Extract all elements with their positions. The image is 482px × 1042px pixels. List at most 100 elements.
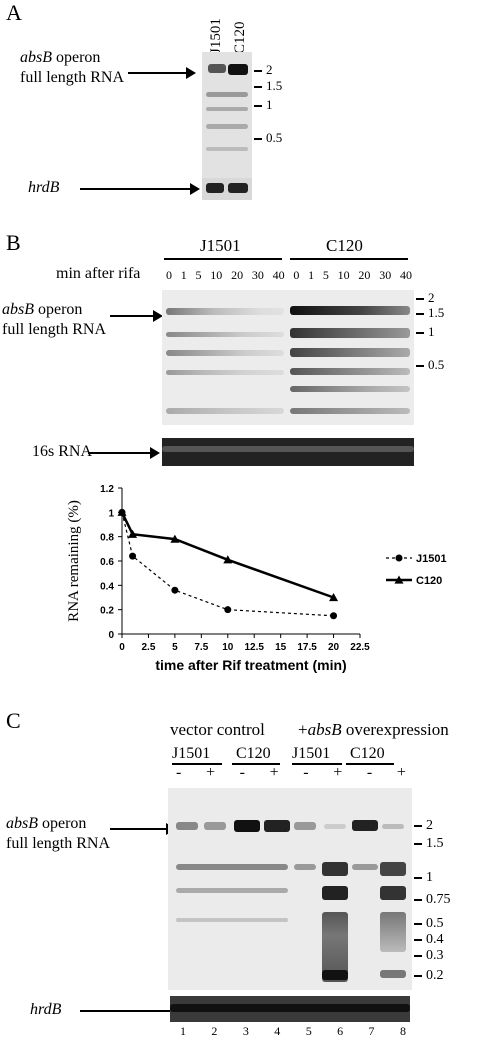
y-tick-label-4: 0.8 xyxy=(100,533,114,544)
operon-label-b: absB operon full length RNA xyxy=(2,301,106,338)
series-line-J1501 xyxy=(121,512,334,617)
lane-number-4: 4 xyxy=(274,1024,281,1038)
strain-b-j1501: J1501 xyxy=(200,236,241,255)
arrow-c-line xyxy=(110,828,168,830)
arrow-b2-head xyxy=(150,447,160,459)
control-label-a: hrdB xyxy=(28,179,60,196)
arrow-b-head xyxy=(153,310,163,322)
lane-number-8: 8 xyxy=(399,1024,406,1038)
control-label-b: 16s RNA xyxy=(32,443,93,460)
legend-marker-C120 xyxy=(394,575,404,584)
arrow-a-line xyxy=(128,72,188,74)
series-line-C120 xyxy=(120,511,335,599)
time-b-0: 0 xyxy=(166,268,172,282)
legend-marker-J1501 xyxy=(395,554,403,562)
marker-c-2: 2 xyxy=(414,818,433,834)
sign-c-4: + xyxy=(269,764,279,781)
group-vector-control: vector control xyxy=(170,720,265,739)
marker-c-1-5: 1.5 xyxy=(414,836,444,852)
x-tick-label-3: 7.5 xyxy=(194,642,208,653)
x-axis-title: time after Rif treatment (min) xyxy=(155,657,346,673)
underline-c-2 xyxy=(232,763,280,765)
marker-b-1: 1 xyxy=(416,324,435,340)
marker-a-1: 1 xyxy=(254,97,273,113)
point-C120-3 xyxy=(223,555,233,564)
marker-a-1-5: 1.5 xyxy=(254,78,282,94)
strain-c-1: J1501 xyxy=(172,745,211,762)
y-tick-label-0: 0 xyxy=(108,630,114,641)
time-b-1: 1 xyxy=(180,268,187,282)
marker-b-1-5: 1.5 xyxy=(416,305,444,321)
marker-c-0-2: 0.2 xyxy=(414,968,444,984)
blot-c xyxy=(168,788,412,990)
underline-c-4 xyxy=(346,763,394,765)
time-b-8: 1 xyxy=(308,268,315,282)
point-J1501-2 xyxy=(171,586,179,594)
sign-c-6: + xyxy=(333,764,343,781)
legend-label-C120: C120 xyxy=(416,575,442,587)
arrow-c2-line xyxy=(80,1010,172,1012)
y-axis-title: RNA remaining (%) xyxy=(66,500,82,622)
lane-number-3: 3 xyxy=(242,1024,249,1038)
lane-number-7: 7 xyxy=(368,1024,375,1038)
x-tick-label-1: 2.5 xyxy=(141,642,155,653)
arrow-a2-head xyxy=(190,183,200,195)
group-overexpression: +absB overexpression xyxy=(298,720,449,739)
blot-a-control xyxy=(202,178,252,200)
time-b-7: 0 xyxy=(293,268,300,282)
sign-c-3: - xyxy=(239,764,245,781)
marker-a-0-5: 0.5 xyxy=(254,130,282,146)
lane-number-2: 2 xyxy=(211,1024,218,1038)
x-tick-label-8: 20 xyxy=(328,642,340,653)
sign-c-5: - xyxy=(303,764,309,781)
sign-row-c: - + - + - + - + xyxy=(176,764,406,782)
y-tick-label-6: 1.2 xyxy=(100,484,114,495)
point-C120-4 xyxy=(329,593,339,602)
x-tick-label-7: 17.5 xyxy=(297,642,317,653)
sign-c-7: - xyxy=(366,764,373,781)
panel-b-letter: B xyxy=(6,230,21,255)
lane-number-row-c: 1 2 3 4 5 6 7 8 xyxy=(180,1024,406,1039)
blot-a xyxy=(202,52,252,180)
panel-a-letter: A xyxy=(6,0,22,25)
time-b-9: 5 xyxy=(322,268,329,282)
strain-c-2: C120 xyxy=(236,745,271,762)
time-b-13: 40 xyxy=(399,268,412,282)
point-C120-1 xyxy=(128,529,138,538)
rna-decay-chart: 0 0.2 0.4 0.6 0.8 1 1.2 0 2.5 5 7.5 10 12.5 15 17.5 20 2… xyxy=(66,484,447,673)
underline-b-c120 xyxy=(290,258,408,260)
marker-c-0-5: 0.5 xyxy=(414,916,444,932)
sign-c-2: + xyxy=(205,764,215,781)
x-tick-label-6: 15 xyxy=(275,642,287,653)
time-b-6: 40 xyxy=(272,268,285,282)
time-row-b: 0 1 5 10 20 30 40 0 1 5 10 20 30 40 xyxy=(166,268,412,283)
time-b-10: 10 xyxy=(337,268,350,282)
point-C120-0 xyxy=(117,507,127,516)
point-J1501-4 xyxy=(330,612,338,620)
x-tick-label-2: 5 xyxy=(172,642,178,653)
marker-c-0-4: 0.4 xyxy=(414,932,444,948)
operon-label-c: absB operon full length RNA xyxy=(6,815,110,852)
arrow-a2-line xyxy=(80,188,192,190)
strain-c-4: C120 xyxy=(350,745,385,762)
lane-number-6: 6 xyxy=(337,1024,344,1038)
underline-c-3 xyxy=(292,763,342,765)
lane-label-j1501: J1501 xyxy=(208,18,224,54)
strain-c-3: J1501 xyxy=(292,745,331,762)
marker-c-0-3: 0.3 xyxy=(414,948,444,964)
operon-label-a: absB operon full length RNA xyxy=(20,49,124,86)
y-tick-label-2: 0.4 xyxy=(100,581,114,592)
blot-b-control xyxy=(162,438,414,466)
blot-b xyxy=(162,290,414,425)
x-tick-label-0: 0 xyxy=(119,642,125,653)
marker-c-0-75: 0.75 xyxy=(414,892,451,908)
marker-b-2: 2 xyxy=(416,290,435,306)
time-label-b: min after rifa xyxy=(56,265,141,282)
marker-c-1: 1 xyxy=(414,870,433,886)
point-C120-2 xyxy=(170,534,180,543)
strain-b-c120: C120 xyxy=(326,236,363,255)
y-tick-label-1: 0.2 xyxy=(100,606,114,617)
blot-c-control xyxy=(170,996,410,1022)
x-tick-label-9: 22.5 xyxy=(350,642,370,653)
y-tick-label-5: 1 xyxy=(108,508,114,519)
